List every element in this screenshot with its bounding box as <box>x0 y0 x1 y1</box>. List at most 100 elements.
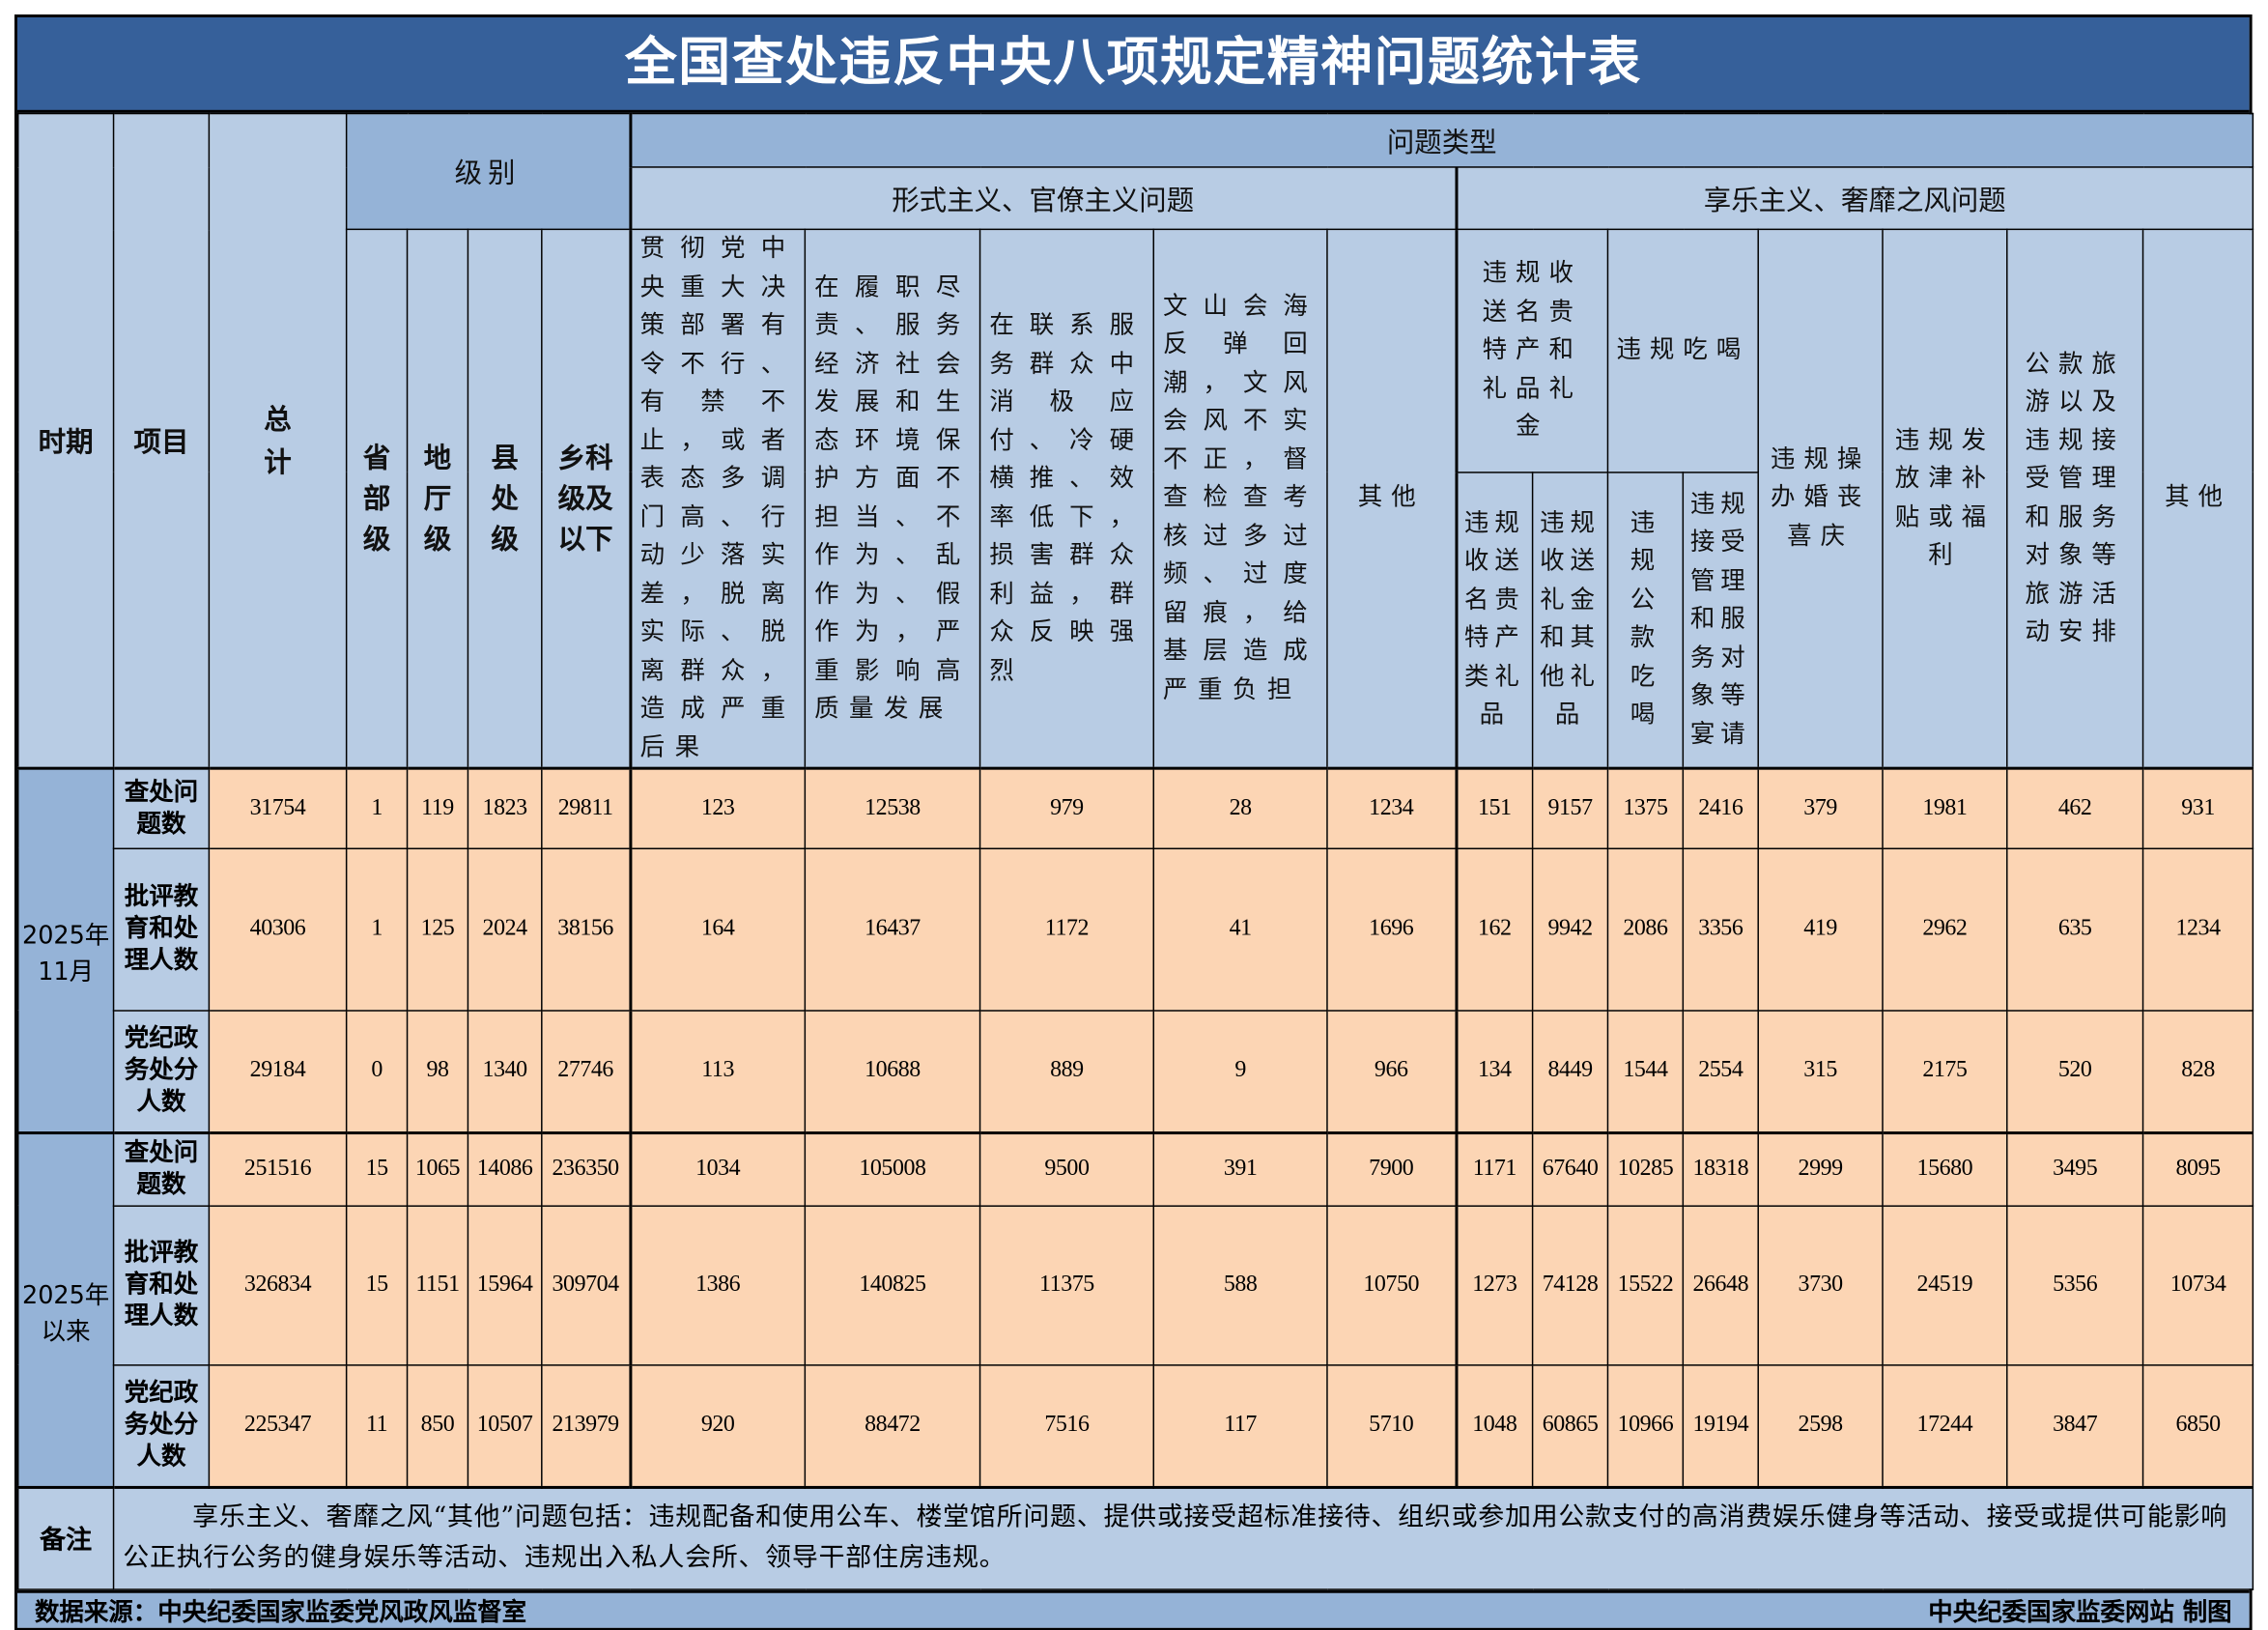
page-title: 全国查处违反中央八项规定精神问题统计表 <box>16 16 2250 113</box>
table-cell: 31754 <box>208 766 348 849</box>
table-cell: 889 <box>978 1009 1155 1134</box>
table-cell: 29811 <box>541 766 631 849</box>
table-cell: 1386 <box>628 1204 807 1365</box>
header-dining-group: 违规吃喝 <box>1606 228 1759 473</box>
header-level-county: 县处级 <box>467 228 543 769</box>
data-source: 数据来源：中央纪委国家监委党风政风监督室 <box>34 1598 527 1628</box>
table-cell: 2024 <box>467 846 543 1012</box>
table-cell: 14086 <box>467 1131 543 1207</box>
table-cell: 67640 <box>1531 1131 1609 1207</box>
table-cell: 3847 <box>2006 1363 2144 1489</box>
table-cell: 134 <box>1454 1009 1534 1134</box>
table-cell: 3356 <box>1682 846 1759 1012</box>
header-hedonism-weddings: 违规操办婚丧喜庆 <box>1757 228 1884 769</box>
table-cell: 60865 <box>1531 1363 1609 1489</box>
table-cell: 213979 <box>541 1363 631 1489</box>
header-gifts-cash: 违规收送礼金和其他礼品 <box>1531 471 1609 769</box>
table-cell: 8095 <box>2141 1131 2254 1207</box>
statistics-table: 时期 项目 总计 级别 问题类型 形式主义、官僚主义问题 享乐主义、奢靡之风问题… <box>16 112 2254 1590</box>
header-hedonism-subsidies: 违规发放津补贴或福利 <box>1882 228 2008 769</box>
table-cell: 2962 <box>1882 846 2008 1012</box>
header-formalism-3: 在联系服务群众中消极应付、冷硬横推、效率低下，损害群众利益，群众反映强烈 <box>978 228 1155 769</box>
table-cell: 10507 <box>467 1363 543 1489</box>
table-cell: 16437 <box>804 846 981 1012</box>
header-level-township: 乡科级及以下 <box>541 228 631 769</box>
table-cell: 2086 <box>1606 846 1685 1012</box>
table-cell: 1234 <box>2141 846 2254 1012</box>
table-cell: 1151 <box>406 1204 469 1365</box>
header-level: 级别 <box>345 112 631 231</box>
table-cell: 11375 <box>978 1204 1155 1365</box>
table-cell: 1696 <box>1326 846 1458 1012</box>
table-cell: 9 <box>1152 1009 1328 1134</box>
note-text: 享乐主义、奢靡之风“其他”问题包括：违规配备和使用公车、楼堂馆所问题、提供或接受… <box>112 1485 2254 1590</box>
table-cell: 2554 <box>1682 1009 1759 1134</box>
table-row: 批评教育和处理人数 40306 1 125 2024 38156 164 16437 1172 4… <box>18 846 2254 1012</box>
header-gifts-group: 违规收送名贵特产和礼品礼金 <box>1454 228 1609 473</box>
table-cell: 979 <box>978 766 1155 849</box>
row-item-label: 查处问题数 <box>112 1131 211 1207</box>
table-cell: 140825 <box>804 1204 981 1365</box>
header-gifts-specialty: 违规收送名贵特产类礼品 <box>1454 471 1534 769</box>
table-cell: 18318 <box>1682 1131 1759 1207</box>
table-cell: 164 <box>628 846 807 1012</box>
table-cell: 38156 <box>541 846 631 1012</box>
period-label: 2025年11月 <box>16 766 115 1134</box>
table-cell: 635 <box>2006 846 2144 1012</box>
header-problem-type: 问题类型 <box>628 112 2254 168</box>
table-cell: 40306 <box>208 846 348 1012</box>
table-cell: 6850 <box>2141 1363 2254 1489</box>
header-dining-public: 违规公款吃喝 <box>1606 471 1685 769</box>
table-cell: 119 <box>406 766 469 849</box>
footer: 数据来源：中央纪委国家监委党风政风监督室 中央纪委国家监委网站 制图 <box>16 1589 2250 1628</box>
credit: 中央纪委国家监委网站 制图 <box>1928 1598 2232 1628</box>
table-cell: 74128 <box>1531 1204 1609 1365</box>
table-cell: 931 <box>2141 766 2254 849</box>
table-cell: 24519 <box>1882 1204 2008 1365</box>
table-cell: 2999 <box>1757 1131 1884 1207</box>
row-item-label: 批评教育和处理人数 <box>112 846 211 1012</box>
table-cell: 588 <box>1152 1204 1328 1365</box>
table-cell: 2416 <box>1682 766 1759 849</box>
table-cell: 15680 <box>1882 1131 2008 1207</box>
header-period: 时期 <box>16 112 115 769</box>
row-item-label: 查处问题数 <box>112 766 211 849</box>
table-cell: 1 <box>345 766 409 849</box>
header-hedonism: 享乐主义、奢靡之风问题 <box>1454 166 2254 231</box>
row-item-label: 党纪政务处分人数 <box>112 1363 211 1489</box>
table-cell: 10750 <box>1326 1204 1458 1365</box>
table-cell: 1048 <box>1454 1363 1534 1489</box>
table-cell: 9500 <box>978 1131 1155 1207</box>
table-cell: 1823 <box>467 766 543 849</box>
table-cell: 117 <box>1152 1363 1328 1489</box>
table-cell: 5710 <box>1326 1363 1458 1489</box>
table-cell: 28 <box>1152 766 1328 849</box>
table-cell: 105008 <box>804 1131 981 1207</box>
table-cell: 236350 <box>541 1131 631 1207</box>
table-cell: 225347 <box>208 1363 348 1489</box>
table-cell: 17244 <box>1882 1363 2008 1489</box>
header-formalism-2: 在履职尽责、服务经济社会发展和生态环境保护方面不担当、不作为、乱作为、假作为，严… <box>804 228 981 769</box>
table-cell: 419 <box>1757 846 1884 1012</box>
table-cell: 3730 <box>1757 1204 1884 1365</box>
table-cell: 113 <box>628 1009 807 1134</box>
table-cell: 15 <box>345 1131 409 1207</box>
table-cell: 520 <box>2006 1009 2144 1134</box>
table-row: 批评教育和处理人数 326834 15 1151 15964 309704 1386 1408… <box>18 1204 2254 1365</box>
table-cell: 9157 <box>1531 766 1609 849</box>
table-cell: 462 <box>2006 766 2144 849</box>
header-formalism: 形式主义、官僚主义问题 <box>628 166 1458 231</box>
table-cell: 1273 <box>1454 1204 1534 1365</box>
header-dining-banquet: 违规接受管理和服务对象等宴请 <box>1682 471 1759 769</box>
table-cell: 326834 <box>208 1204 348 1365</box>
table-cell: 1034 <box>628 1131 807 1207</box>
statistics-sheet: 全国查处违反中央八项规定精神问题统计表 时期 项目 总计 级别 问题类型 形式主… <box>14 14 2254 1630</box>
table-cell: 7516 <box>978 1363 1155 1489</box>
table-cell: 1340 <box>467 1009 543 1134</box>
header-item: 项目 <box>112 112 211 769</box>
table-cell: 315 <box>1757 1009 1884 1134</box>
table-cell: 19194 <box>1682 1363 1759 1489</box>
table-row: 2025年11月 查处问题数 31754 1 119 1823 29811 123 12538 9… <box>16 766 2254 1134</box>
table-row: 2025年以来 查处问题数 251516 15 1065 14086 236350 1034 1… <box>16 1131 2254 1489</box>
table-cell: 920 <box>628 1363 807 1489</box>
